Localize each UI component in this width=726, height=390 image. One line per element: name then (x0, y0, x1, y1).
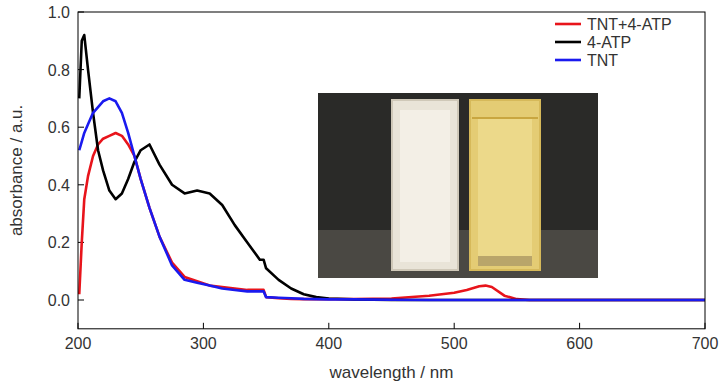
y-tick (78, 300, 84, 301)
legend-swatch (555, 41, 581, 44)
cuvette-yellow-solution (478, 118, 532, 258)
chart: 200 300 400 500 600 700 0.0 0.2 0.4 0.6 0.8 1.0 wave… (0, 0, 726, 390)
cuvette-clear-window (400, 110, 450, 262)
plot-frame (78, 12, 705, 329)
x-tick-label: 300 (190, 335, 217, 352)
x-tick-label: 600 (566, 335, 593, 352)
y-tick (78, 127, 84, 128)
legend: TNT+4-ATP4-ATPTNT (555, 16, 672, 69)
photo-background (318, 93, 598, 278)
legend-label: TNT+4-ATP (587, 16, 672, 33)
x-axis-label: wavelength / nm (329, 363, 454, 382)
y-tick-label: 1.0 (48, 4, 70, 21)
x-tick-label: 700 (692, 335, 719, 352)
x-tick-label: 400 (315, 335, 342, 352)
x-tick-label: 200 (65, 335, 92, 352)
y-tick (78, 184, 84, 185)
legend-swatch (555, 23, 581, 26)
y-tick-label: 0.6 (48, 119, 70, 136)
series-line (79, 133, 705, 300)
inset-photo (318, 93, 598, 278)
sediment (478, 256, 532, 266)
y-tick-label: 0.2 (48, 234, 70, 251)
y-tick-label: 0.8 (48, 62, 70, 79)
legend-swatch (555, 59, 581, 62)
cuvette-yellow (470, 100, 540, 270)
series-line (79, 35, 705, 300)
y-tick-label: 0.4 (48, 177, 70, 194)
x-tick (454, 323, 455, 329)
series-group (79, 35, 705, 300)
x-tick (203, 323, 204, 329)
x-tick-label: 500 (441, 335, 468, 352)
cuvette-clear (392, 100, 458, 270)
series-line (79, 98, 705, 300)
meniscus (472, 117, 538, 119)
x-tick (328, 323, 329, 329)
y-axis-label: absorbance / a.u. (7, 105, 26, 236)
legend-label: 4-ATP (587, 34, 631, 51)
legend-label: TNT (587, 52, 618, 69)
y-tick-label: 0.0 (48, 292, 70, 309)
x-tick (579, 323, 580, 329)
